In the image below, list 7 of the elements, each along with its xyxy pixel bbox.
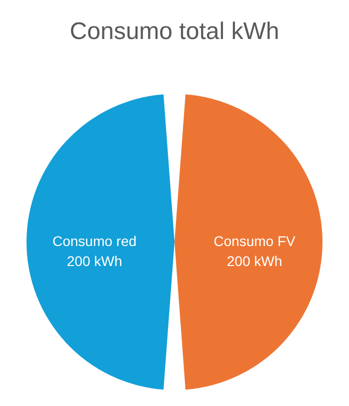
slice-label: Consumo red	[52, 233, 137, 249]
data-label: 200 kWh	[226, 253, 282, 269]
data-label: 200 kWh	[66, 253, 122, 269]
pie-slice	[26, 94, 174, 390]
slice-label: Consumo FV	[214, 233, 296, 249]
chart-title: Consumo total kWh	[70, 18, 280, 45]
pie-slice	[174, 94, 322, 390]
